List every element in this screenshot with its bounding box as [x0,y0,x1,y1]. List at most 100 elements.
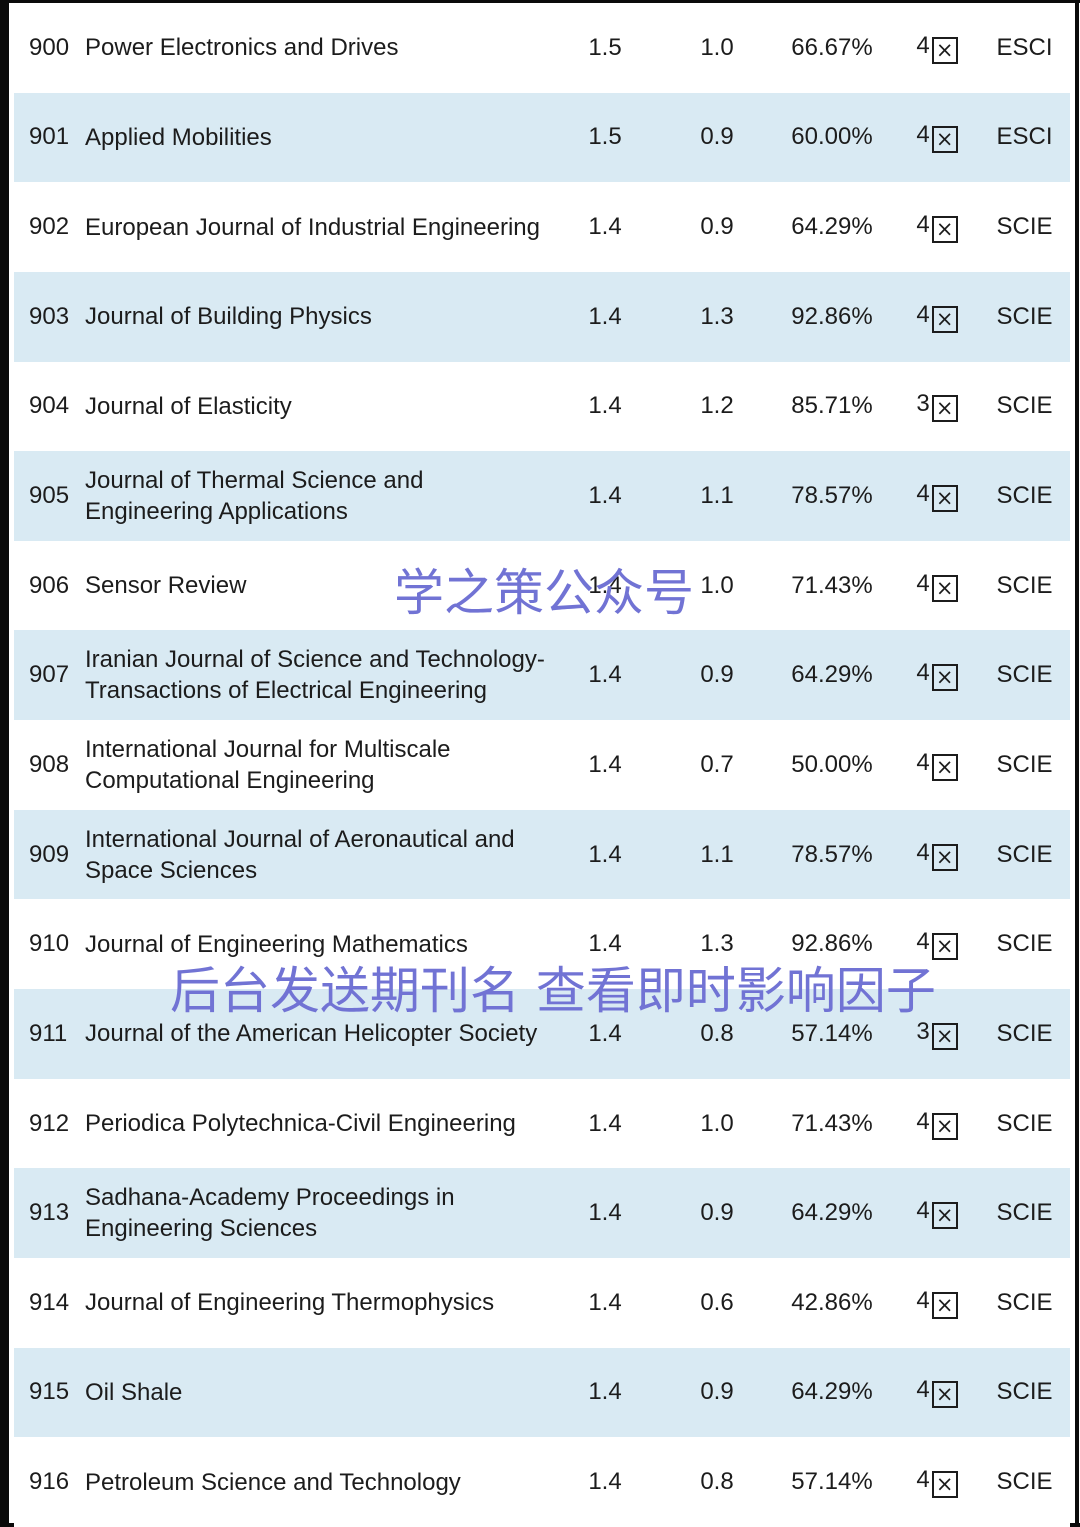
secondary-metric-cell: 1.0 [700,33,734,61]
zone-box-icon: × [931,126,958,154]
percentile-cell: 71.43% [791,571,873,599]
table-row: 907 Iranian Journal of Science and Techn… [14,630,1070,721]
index-type-cell: SCIE [996,1468,1053,1496]
rank-cell: 916 [29,1468,70,1496]
percentile-cell: 92.86% [791,930,873,958]
percentile-cell: 57.14% [791,1019,873,1047]
zone-cell: 3 × [895,1018,979,1050]
zone-number: 4 [916,1376,930,1404]
index-type-cell: SCIE [996,1019,1053,1047]
index-type-cell: SCIE [996,1109,1053,1137]
impact-factor-cell: 1.5 [588,123,622,151]
journal-name-cell: Journal of Building Physics [85,303,372,331]
impact-factor-cell: 1.4 [588,661,622,689]
zone-box-icon: × [931,1202,958,1230]
zone-box-icon: × [931,753,958,781]
zone-cell: 4 × [895,1197,979,1230]
impact-factor-cell: 1.4 [588,1288,622,1316]
journal-table: 900 Power Electronics and Drives 1.5 1.0… [14,3,1070,1527]
percentile-cell: 60.00% [791,123,873,151]
impact-factor-cell: 1.4 [588,392,622,420]
table-row: 902 European Journal of Industrial Engin… [14,182,1070,272]
impact-factor-cell: 1.5 [588,33,622,61]
impact-factor-cell: 1.4 [588,571,622,599]
percentile-cell: 50.00% [791,750,873,778]
table-row: 914 Journal of Engineering Thermophysics… [14,1257,1070,1348]
zone-number: 4 [916,121,930,149]
zone-number: 4 [916,748,930,776]
zone-number: 4 [916,31,930,59]
index-type-cell: SCIE [996,1199,1053,1227]
journal-name-cell: Sensor Review [85,572,247,600]
journal-name-cell: European Journal of Industrial Engineeri… [85,213,540,241]
rank-cell: 906 [29,571,70,599]
zone-number: 4 [916,1466,930,1494]
journal-name-cell: Sadhana-Academy Proceedings in Engineeri… [85,1184,455,1243]
percentile-cell: 42.86% [791,1288,873,1316]
journal-name-cell: Journal of Engineering Thermophysics [85,1289,495,1317]
index-type-cell: SCIE [996,213,1053,241]
table-row: 913 Sadhana-Academy Proceedings in Engin… [14,1168,1070,1258]
secondary-metric-cell: 0.7 [700,750,734,778]
zone-box-icon: × [931,485,958,513]
rank-cell: 902 [29,213,70,241]
percentile-cell: 78.57% [791,840,873,868]
index-type-cell: ESCI [996,123,1053,151]
percentile-cell: 64.29% [791,1199,873,1227]
secondary-metric-cell: 0.9 [700,661,734,689]
index-type-cell: SCIE [996,930,1053,958]
impact-factor-cell: 1.4 [588,1199,622,1227]
zone-cell: 4 × [895,928,979,961]
zone-cell: 4 × [895,570,979,602]
secondary-metric-cell: 0.9 [700,1378,734,1406]
impact-factor-cell: 1.4 [588,930,622,958]
zone-box-icon: × [931,933,958,961]
impact-factor-cell: 1.4 [588,1109,622,1137]
zone-box-icon: × [931,664,958,692]
impact-factor-cell: 1.4 [588,840,622,868]
zone-number: 4 [916,838,930,866]
secondary-metric-cell: 1.2 [700,392,734,420]
zone-box-icon: × [931,36,958,64]
zone-cell: 4 × [895,1287,979,1319]
index-type-cell: SCIE [996,661,1053,689]
secondary-metric-cell: 1.1 [700,482,734,510]
table-row: 910 Journal of Engineering Mathematics 1… [14,899,1070,990]
zone-cell: 4 × [895,211,979,244]
index-type-cell: SCIE [996,1378,1053,1406]
journal-name-cell: International Journal of Aeronautical an… [85,825,515,884]
table-row: 905 Journal of Thermal Science and Engin… [14,451,1070,541]
rank-cell: 912 [29,1109,70,1137]
impact-factor-cell: 1.4 [588,482,622,510]
zone-number: 4 [916,1107,930,1135]
secondary-metric-cell: 0.9 [700,213,734,241]
journal-name-cell: Journal of Elasticity [85,392,292,420]
left-border [0,0,9,1527]
rank-cell: 908 [29,750,70,778]
percentile-cell: 64.29% [791,213,873,241]
journal-name-cell: Iranian Journal of Science and Technolog… [85,646,545,705]
journal-name-cell: Journal of the American Helicopter Socie… [85,1020,538,1048]
secondary-metric-cell: 1.0 [700,1109,734,1137]
rank-cell: 903 [29,302,70,330]
journal-name-cell: Journal of Thermal Science and Engineeri… [85,467,424,526]
percentile-cell: 57.14% [791,1468,873,1496]
table-row: 901 Applied Mobilities 1.5 0.9 60.00% 4 ×… [14,92,1070,183]
impact-factor-cell: 1.4 [588,1378,622,1406]
percentile-cell: 85.71% [791,392,873,420]
zone-cell: 4 × [895,1108,979,1140]
zone-box-icon: × [931,1291,958,1319]
zone-number: 4 [916,569,930,597]
rank-cell: 901 [29,123,70,151]
percentile-cell: 78.57% [791,482,873,510]
table-row: 908 International Journal for Multiscale… [14,720,1070,810]
index-type-cell: ESCI [996,33,1053,61]
rank-cell: 905 [29,482,70,510]
index-type-cell: SCIE [996,392,1053,420]
zone-number: 3 [916,390,930,418]
table-row: 912 Periodica Polytechnica-Civil Enginee… [14,1078,1070,1169]
zone-cell: 4 × [895,301,979,333]
table-row: 906 Sensor Review 1.4 1.0 71.43% 4 × SCIE [14,540,1070,631]
zone-number: 4 [916,659,930,687]
secondary-metric-cell: 1.0 [700,571,734,599]
